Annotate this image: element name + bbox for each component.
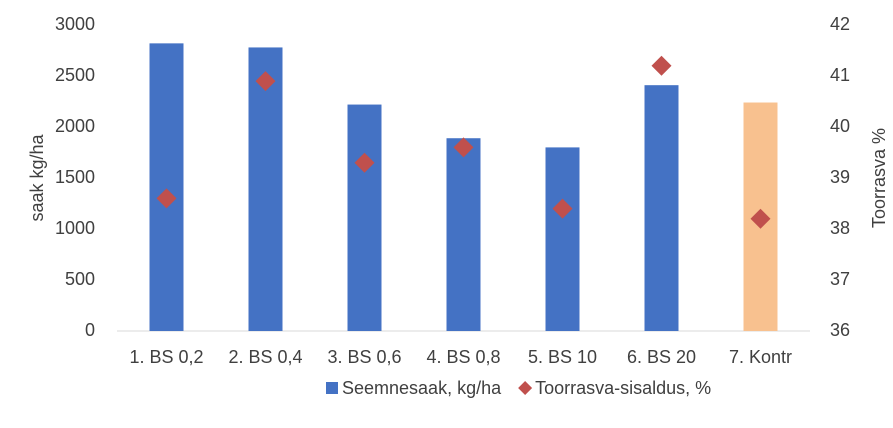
- marker: [255, 71, 276, 92]
- y-tick-label: 2000: [55, 116, 95, 136]
- x-tick-label: 5. BS 10: [528, 347, 597, 367]
- y2-tick-label: 39: [830, 167, 850, 187]
- marker: [651, 55, 672, 76]
- bar: [149, 43, 184, 332]
- x-tick-label: 2. BS 0,4: [228, 347, 302, 367]
- legend-label: Toorrasva-sisaldus, %: [535, 378, 711, 398]
- y-tick-label: 3000: [55, 14, 95, 34]
- y2-tick-label: 41: [830, 65, 850, 85]
- y-tick-label: 500: [65, 269, 95, 289]
- y-axis-label: saak kg/ha: [27, 133, 47, 221]
- y2-tick-label: 37: [830, 269, 850, 289]
- marker: [552, 198, 573, 219]
- y2-tick-label: 36: [830, 320, 850, 340]
- y-tick-label: 2500: [55, 65, 95, 85]
- marker: [354, 152, 375, 173]
- x-tick-label: 7. Kontr: [729, 347, 792, 367]
- bar: [446, 138, 481, 331]
- x-tick-label: 6. BS 20: [627, 347, 696, 367]
- x-tick-label: 4. BS 0,8: [426, 347, 500, 367]
- y-tick-label: 1500: [55, 167, 95, 187]
- bar: [545, 147, 580, 331]
- y-tick-label: 1000: [55, 218, 95, 238]
- x-tick-label: 1. BS 0,2: [129, 347, 203, 367]
- marker: [750, 208, 771, 229]
- legend-marker: [518, 381, 533, 395]
- legend-label: Seemnesaak, kg/ha: [342, 378, 502, 398]
- y2-tick-label: 38: [830, 218, 850, 238]
- legend-marker: [326, 382, 338, 394]
- bar: [347, 104, 382, 331]
- y2-axis-label: Toorrasva %: [869, 128, 889, 228]
- y2-tick-label: 40: [830, 116, 850, 136]
- y2-tick-label: 42: [830, 14, 850, 34]
- bar: [248, 47, 283, 331]
- y-tick-label: 0: [85, 320, 95, 340]
- marker: [156, 188, 177, 209]
- bar: [644, 85, 679, 332]
- marker: [453, 137, 474, 158]
- x-tick-label: 3. BS 0,6: [327, 347, 401, 367]
